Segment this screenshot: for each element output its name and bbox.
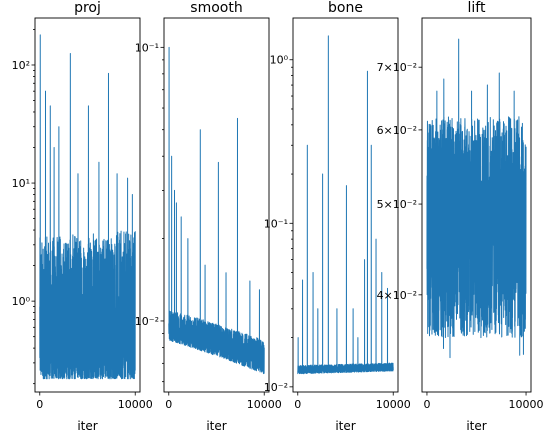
y-tick-label: 4×10⁻² xyxy=(377,289,417,302)
x-tick-label: 10000 xyxy=(509,398,544,411)
subplot-title: bone xyxy=(328,0,363,16)
x-axis-label: iter xyxy=(466,419,486,433)
y-tick-label: 10² xyxy=(12,59,30,72)
x-axis-label: iter xyxy=(206,419,226,433)
subplot-proj: 10⁰ 10¹ 10² 0 10000 proj iter xyxy=(12,0,153,433)
y-tick-label: 6×10⁻² xyxy=(377,124,417,137)
series-line-lift xyxy=(426,38,527,359)
y-tick-label: 5×10⁻² xyxy=(377,198,417,211)
x-tick-label: 10000 xyxy=(118,398,153,411)
subplot-title: smooth xyxy=(190,0,242,16)
y-tick-label: 10⁻² xyxy=(135,315,159,328)
subplot-bone: 10⁻² 10⁻¹ 10⁰ 0 10000 bone iter xyxy=(264,0,411,433)
x-axis-label: iter xyxy=(77,419,97,433)
axes-frame-bone xyxy=(292,17,399,393)
x-tick-label: 0 xyxy=(423,398,430,411)
y-tick-label: 10⁰ xyxy=(12,295,31,308)
subplot-title: proj xyxy=(74,0,101,16)
subplot-lift: 4×10⁻² 5×10⁻² 6×10⁻² 7×10⁻² 0 10000 lift iter xyxy=(377,0,544,433)
y-tick-label: 10⁻² xyxy=(264,381,288,394)
y-tick-label: 10⁻¹ xyxy=(264,217,288,230)
series-line-bone xyxy=(297,35,394,375)
subplot-title: lift xyxy=(468,0,486,16)
x-tick-label: 10000 xyxy=(376,398,411,411)
axes-frame-proj xyxy=(34,17,141,393)
x-tick-label: 10000 xyxy=(247,398,282,411)
x-axis-label: iter xyxy=(335,419,355,433)
y-tick-label: 10⁰ xyxy=(270,54,289,67)
x-tick-label: 0 xyxy=(36,398,43,411)
axes-frame-smooth xyxy=(163,17,270,393)
series-line-proj xyxy=(39,34,136,380)
axes-frame-lift xyxy=(421,17,532,393)
y-tick-label: 10¹ xyxy=(12,177,30,190)
x-tick-label: 0 xyxy=(294,398,301,411)
y-tick-label: 10⁻¹ xyxy=(135,41,159,54)
x-tick-label: 0 xyxy=(165,398,172,411)
subplot-smooth: 10⁻² 10⁻¹ 0 10000 smooth iter xyxy=(135,0,282,433)
series-line-smooth xyxy=(168,46,265,375)
y-tick-label: 7×10⁻² xyxy=(377,61,417,74)
